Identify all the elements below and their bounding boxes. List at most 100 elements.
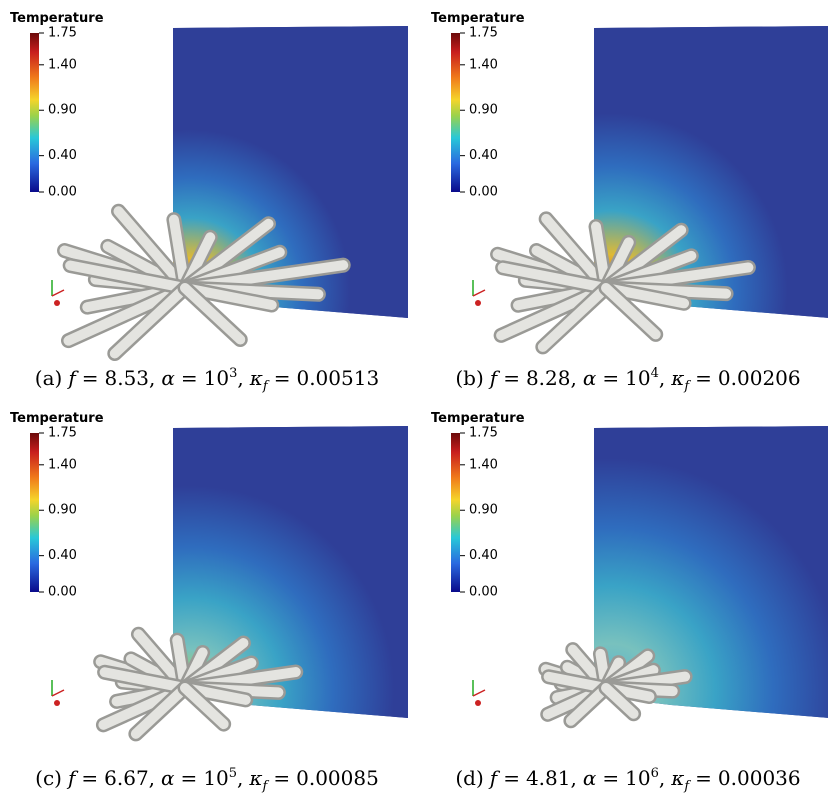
alpha-base: 10 <box>204 366 229 390</box>
branch <box>180 683 229 730</box>
colorbar-tick-label: 0.90 <box>469 503 498 518</box>
symbol-f: f <box>66 366 79 390</box>
alpha-exponent: 4 <box>651 366 659 381</box>
colorbar-title: Temperature <box>10 411 104 426</box>
colorbar <box>30 33 39 192</box>
comma: , <box>570 766 576 790</box>
comma: , <box>659 766 665 790</box>
kappa-subscript: f <box>683 779 691 794</box>
kappa-value: 0.00513 <box>296 366 379 390</box>
colorbar-tick-label: 0.90 <box>469 103 498 118</box>
equals: = <box>181 766 198 790</box>
alpha-base: 10 <box>625 366 650 390</box>
caption-tag: (d) <box>455 766 483 790</box>
branch <box>65 260 190 293</box>
branch <box>130 683 190 739</box>
equals: = <box>273 766 290 790</box>
axis-origin <box>475 700 481 706</box>
colorbar-tick-label: 0.00 <box>469 185 498 200</box>
colorbar-tick-label: 0.40 <box>48 548 77 563</box>
colorbar-title: Temperature <box>431 11 525 26</box>
colorbar-tick-label: 0.90 <box>48 503 77 518</box>
equals: = <box>503 366 520 390</box>
symbol-f: f <box>66 766 79 790</box>
symbol-alpha: α <box>583 366 597 390</box>
symbol-alpha: α <box>161 366 175 390</box>
colorbar-tick-label: 1.75 <box>469 426 498 441</box>
kappa-subscript: f <box>683 379 691 394</box>
caption: (b) f = 8.28, α = 104, κf = 0.00206 <box>455 366 800 394</box>
comma: , <box>149 366 155 390</box>
caption: (c) f = 6.67, α = 105, κf = 0.00085 <box>35 766 379 794</box>
comma: , <box>237 766 243 790</box>
equals: = <box>181 366 198 390</box>
comma: , <box>149 766 155 790</box>
colorbar-title: Temperature <box>10 11 104 26</box>
caption: (a) f = 8.53, α = 103, κf = 0.00513 <box>35 366 379 394</box>
comma: , <box>570 366 576 390</box>
branch <box>601 283 661 340</box>
comma: , <box>659 366 665 390</box>
kappa-subscript: f <box>262 379 270 394</box>
colorbar-tick-label: 1.40 <box>48 57 77 72</box>
f-value: 8.53 <box>105 366 150 390</box>
colorbar-tick-label: 1.40 <box>48 457 77 472</box>
equals: = <box>602 766 619 790</box>
symbol-alpha: α <box>583 766 597 790</box>
equals: = <box>274 366 291 390</box>
kappa-value: 0.00206 <box>718 366 801 390</box>
kappa-value: 0.00085 <box>296 766 379 790</box>
plate-heat <box>594 426 828 718</box>
axis-origin <box>475 300 481 306</box>
f-value: 6.67 <box>104 766 149 790</box>
branch <box>99 667 190 693</box>
axis-x <box>51 289 65 297</box>
colorbar-tick-label: 0.00 <box>48 585 77 600</box>
branch <box>541 213 611 293</box>
equals: = <box>503 766 520 790</box>
equals: = <box>82 366 99 390</box>
branch <box>180 283 277 310</box>
colorbar-tick-label: 0.00 <box>469 585 498 600</box>
colorbar <box>30 433 39 592</box>
colorbar-tick-label: 0.40 <box>469 148 498 163</box>
symbol-alpha: α <box>161 766 175 790</box>
branch <box>537 283 611 352</box>
alpha-exponent: 5 <box>229 766 237 781</box>
branch <box>497 262 611 293</box>
f-value: 8.28 <box>526 366 571 390</box>
colorbar-tick-label: 0.40 <box>469 548 498 563</box>
branch <box>109 283 190 359</box>
axis-x <box>472 289 486 297</box>
comma: , <box>237 366 243 390</box>
symbol-f: f <box>488 366 501 390</box>
axis-origin <box>54 700 60 706</box>
alpha-exponent: 6 <box>651 766 659 781</box>
colorbar-tick-label: 1.40 <box>469 457 498 472</box>
tree-structure <box>538 642 693 729</box>
colorbar <box>451 33 460 192</box>
axis-origin <box>54 300 60 306</box>
f-value: 4.81 <box>526 766 571 790</box>
colorbar-tick-label: 1.40 <box>469 57 498 72</box>
symbol-f: f <box>488 766 501 790</box>
kappa-subscript: f <box>262 779 270 794</box>
equals: = <box>695 366 712 390</box>
branch <box>113 206 190 293</box>
symbol-kappa: κ <box>249 366 263 390</box>
axis-x <box>51 689 65 697</box>
alpha-exponent: 3 <box>229 366 237 381</box>
alpha-base: 10 <box>203 766 228 790</box>
caption-tag: (a) <box>35 366 63 390</box>
tree-structure <box>93 626 304 742</box>
colorbar-tick-label: 0.40 <box>48 148 77 163</box>
caption-tag: (c) <box>35 766 62 790</box>
colorbar-tick-label: 0.90 <box>48 103 77 118</box>
colorbar-tick-label: 1.75 <box>469 26 498 41</box>
alpha-base: 10 <box>625 766 650 790</box>
